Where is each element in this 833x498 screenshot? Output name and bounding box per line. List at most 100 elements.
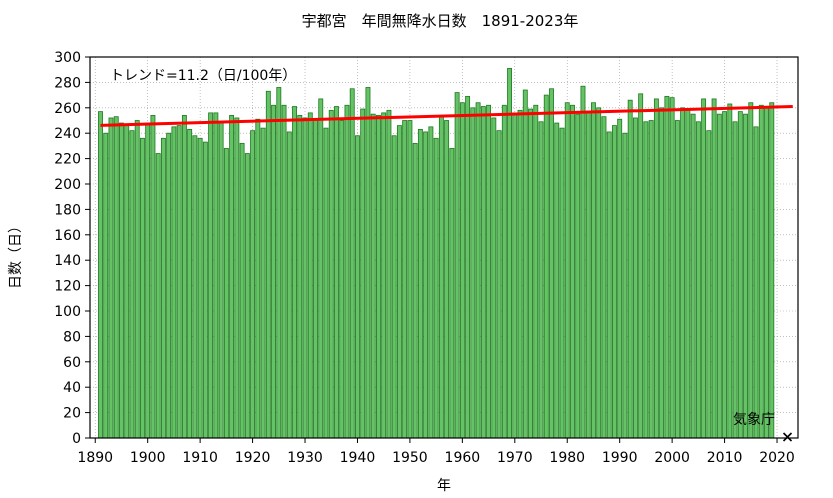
y-axis-label: 日数（日） [8,219,24,289]
x-tick-label: 1890 [77,450,113,466]
bar-1905 [171,126,177,439]
bar-1978 [554,122,560,439]
bar-1962 [470,107,476,439]
bar-1899 [139,137,145,439]
bar-1977 [549,88,554,439]
bar-series [98,68,775,439]
bar-1896 [124,125,130,439]
bar-1993 [632,117,638,439]
bar-1940 [355,135,360,439]
bar-1912 [208,112,214,439]
bar-1965 [486,104,492,439]
bar-1952 [417,128,423,439]
y-tick-label: 80 [63,329,81,345]
source-label: 気象庁 [733,412,775,428]
bar-2012 [732,121,738,439]
bar-2004 [690,113,696,439]
bar-1996 [648,120,654,439]
bar-1972 [522,89,528,439]
bar-2000 [669,97,675,439]
x-tick-label: 1980 [549,450,585,466]
bar-1900 [145,122,151,439]
bar-2018 [764,107,769,439]
bar-1894 [113,116,119,439]
bar-1953 [423,131,429,439]
bar-1939 [349,88,355,439]
bar-1898 [134,120,140,439]
x-tick-label: 2010 [707,450,743,466]
bar-1976 [543,94,549,439]
x-axis-label: 年 [437,478,451,494]
bar-1999 [664,95,670,439]
bar-1982 [575,113,581,439]
bar-1994 [638,93,644,439]
bar-1942 [365,87,371,439]
bar-1904 [166,132,172,439]
missing-marker-2022 [782,432,793,442]
bar-2009 [716,113,722,439]
bar-2019 [769,102,775,439]
bar-1985 [591,102,596,439]
bar-1926 [281,104,287,439]
bar-1957 [444,120,450,439]
bar-1963 [475,102,481,439]
y-tick-label: 160 [54,228,81,244]
y-axis-ticks: 0 20 40 60 80 100 120 140 160 180 200 220 240 260 280 3… [54,50,90,447]
missing-markers [782,432,793,442]
bar-1951 [412,142,418,439]
bar-1948 [396,125,402,439]
bar-1910 [197,137,203,439]
x-tick-label: 1990 [602,450,638,466]
bar-1920 [250,130,256,439]
bar-1902 [155,153,161,439]
bar-1932 [313,118,318,439]
bar-1979 [559,127,565,439]
bar-2013 [737,111,743,439]
bar-1903 [160,137,166,439]
y-tick-label: 100 [54,304,81,320]
bar-1997 [653,98,659,439]
x-tick-label: 2000 [654,450,690,466]
bar-1987 [601,116,607,439]
bar-1937 [339,120,345,439]
bar-1922 [260,127,266,439]
bar-1947 [391,135,397,439]
bar-1917 [234,117,240,439]
bar-1981 [570,104,575,439]
x-tick-label: 1960 [445,450,481,466]
bar-1968 [501,104,507,439]
bar-1895 [119,122,124,439]
bar-1901 [150,115,156,439]
y-tick-label: 240 [54,126,81,142]
x-tick-label: 1920 [235,450,271,466]
bar-1927 [286,131,292,439]
bar-1944 [375,115,381,439]
bar-1945 [381,112,387,439]
bar-1936 [334,106,339,439]
bar-1961 [465,95,471,439]
bar-1938 [344,104,350,439]
y-tick-label: 140 [54,253,81,269]
y-tick-label: 120 [54,279,81,295]
bar-1930 [302,117,308,439]
bar-1986 [596,107,602,439]
y-tick-label: 280 [54,75,81,91]
bar-1995 [643,121,649,439]
bar-1911 [202,141,208,439]
bar-1891 [98,111,103,439]
bar-2001 [674,120,680,439]
bar-1973 [528,108,533,439]
bar-1970 [512,112,518,439]
bar-1954 [428,126,434,439]
y-tick-label: 200 [54,177,81,193]
bar-1974 [533,104,539,439]
bar-1989 [611,125,617,439]
bar-1998 [659,107,665,439]
bar-1971 [517,109,523,439]
bar-1958 [449,148,455,439]
bar-1933 [318,98,324,439]
x-tick-label: 1900 [130,450,166,466]
bar-1949 [402,120,408,439]
bar-1909 [192,135,198,439]
